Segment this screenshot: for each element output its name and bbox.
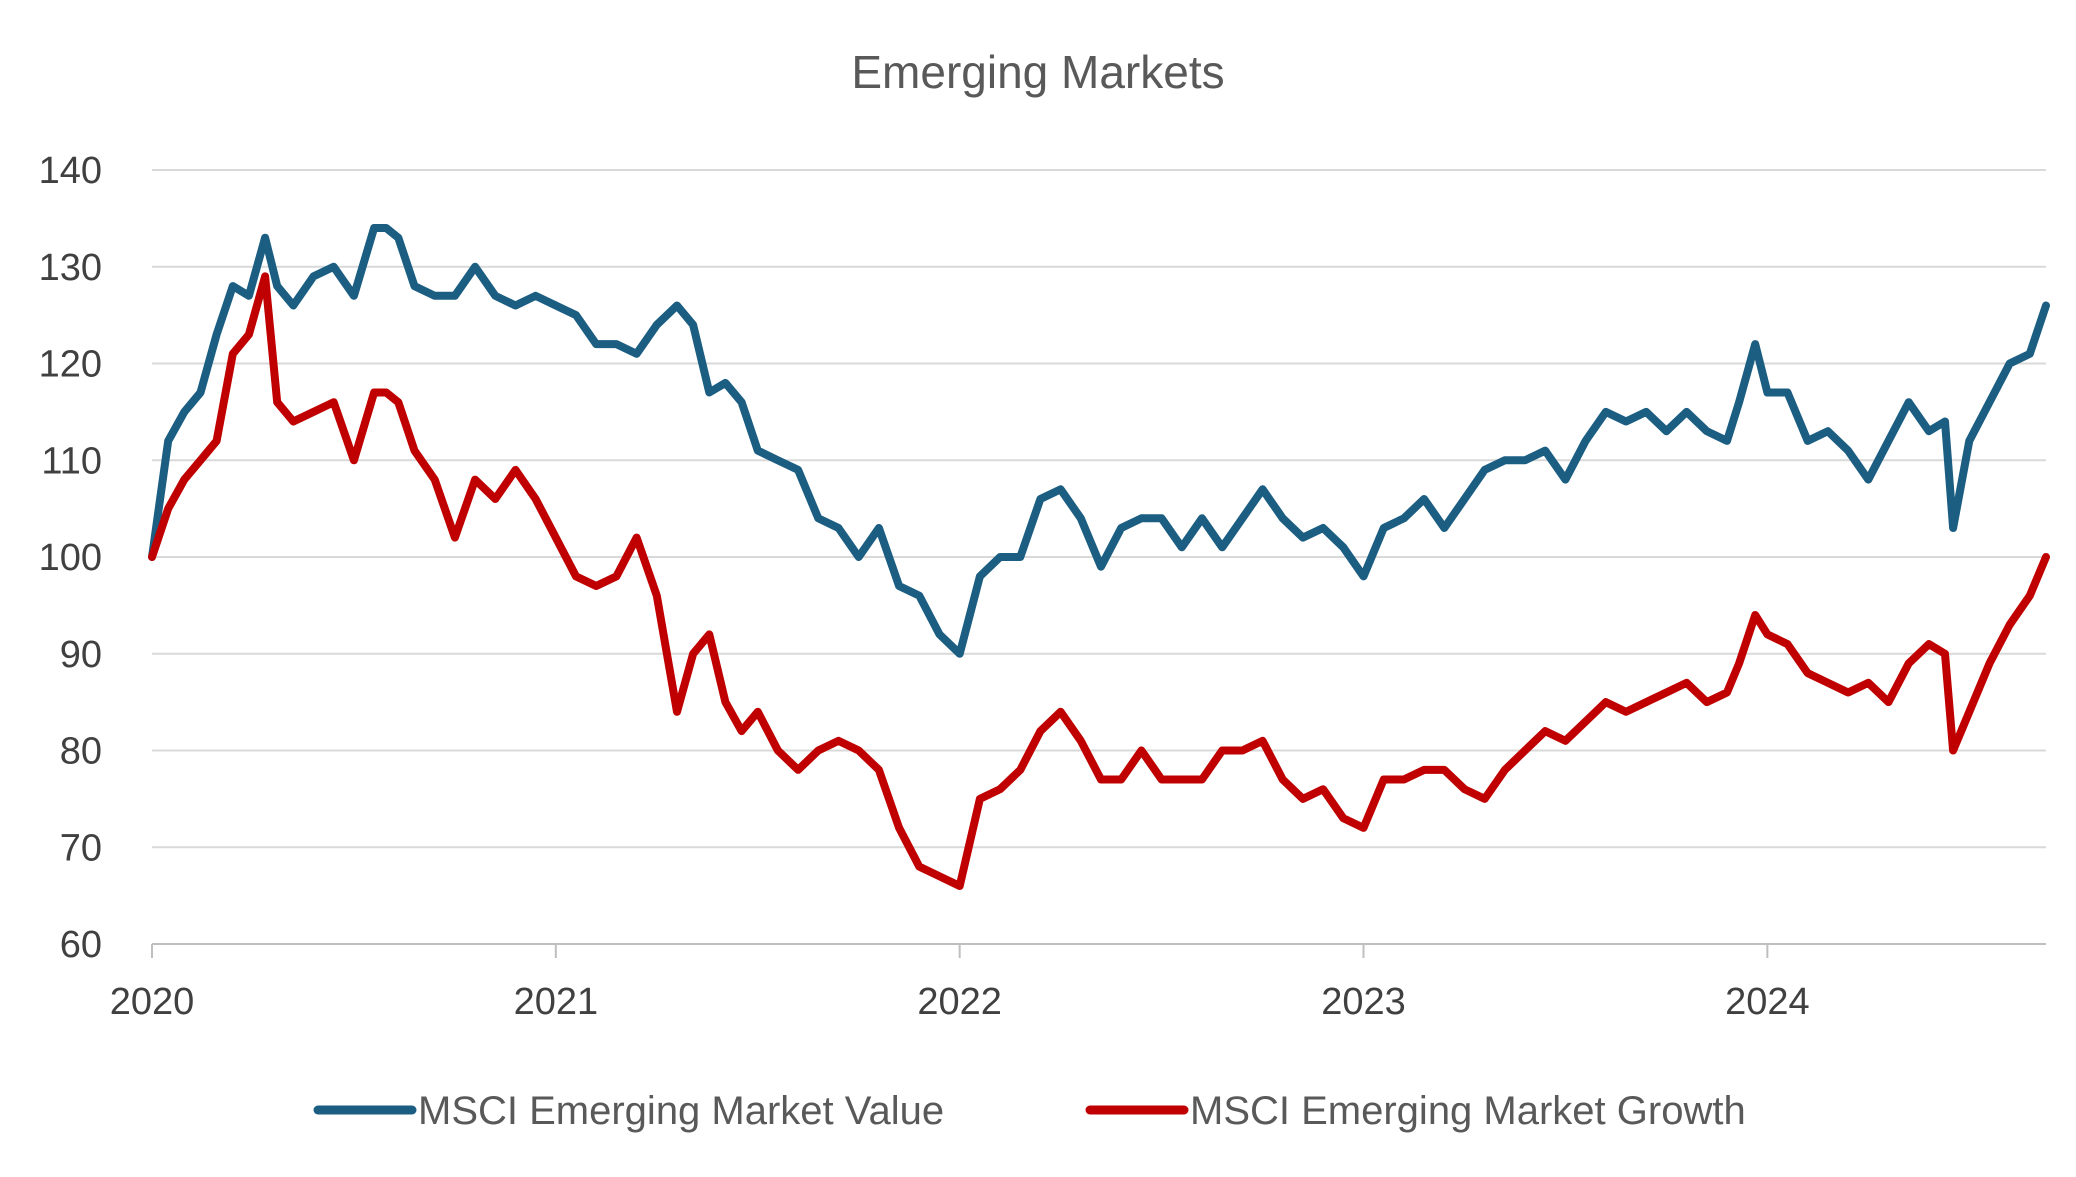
series-line-value	[148, 224, 2050, 658]
y-tick-label: 90	[60, 634, 102, 676]
x-tick-label: 2020	[110, 981, 195, 1023]
y-tick-label: 70	[60, 827, 102, 869]
y-tick-label: 120	[39, 344, 102, 386]
series-lines	[148, 224, 2050, 890]
legend-label-growth: MSCI Emerging Market Growth	[1190, 1089, 1746, 1133]
series-line-growth	[148, 272, 2050, 890]
x-tick-label: 2021	[514, 981, 599, 1023]
gridlines	[152, 169, 2046, 849]
chart-title: Emerging Markets	[851, 46, 1224, 98]
y-tick-label: 130	[39, 247, 102, 289]
y-tick-label: 100	[39, 537, 102, 579]
y-tick-label: 60	[60, 924, 102, 966]
x-tick-label: 2023	[1321, 981, 1406, 1023]
x-tick-label: 2024	[1725, 981, 1810, 1023]
x-tick-label: 2022	[917, 981, 1002, 1023]
axes: 60 70 80 90 100 110 120 130 140 2020 2021 2022 2023 2…	[39, 150, 2046, 1023]
legend-label-value: MSCI Emerging Market Value	[418, 1089, 944, 1133]
y-tick-label: 110	[41, 440, 102, 482]
y-tick-label: 80	[60, 731, 102, 773]
y-tick-label: 140	[39, 150, 102, 192]
legend: MSCI Emerging Market Value MSCI Emerging…	[313, 1089, 1746, 1133]
